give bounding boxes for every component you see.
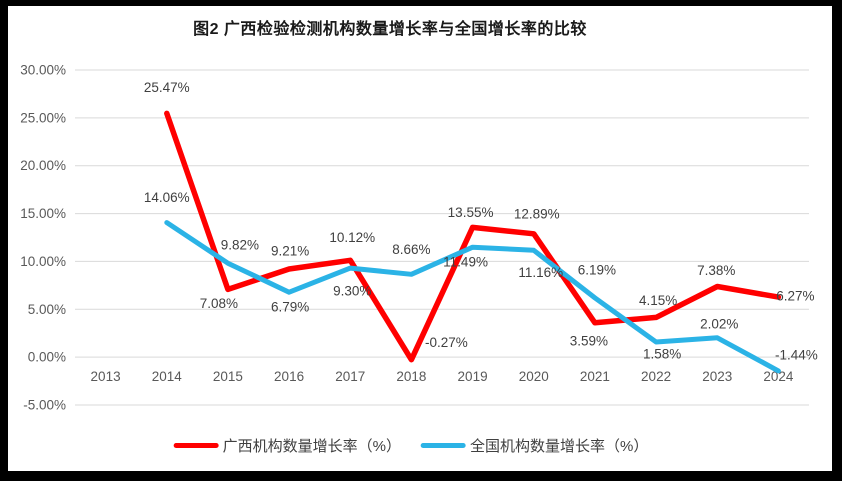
legend-line-swatch-national <box>421 443 466 448</box>
y-axis-tick-label: 25.00% <box>20 110 66 125</box>
data-label: 7.38% <box>697 263 735 278</box>
legend-label-guangxi: 广西机构数量增长率（%） <box>222 438 401 455</box>
data-label: 11.49% <box>443 255 488 270</box>
x-axis-tick-label: 2013 <box>91 369 121 384</box>
y-axis-tick-label: 30.00% <box>20 63 66 78</box>
data-label: -1.44% <box>775 347 818 362</box>
data-label: 13.55% <box>448 205 494 220</box>
x-axis-tick-label: 2020 <box>519 369 549 384</box>
data-label: 2.02% <box>700 316 738 331</box>
x-axis-tick-label: 2015 <box>213 369 243 384</box>
data-label: 9.82% <box>221 238 259 253</box>
data-label: 6.79% <box>271 300 309 315</box>
data-label: -0.27% <box>425 335 468 350</box>
x-axis-tick-label: 2018 <box>396 369 426 384</box>
x-axis-tick-label: 2016 <box>274 369 304 384</box>
y-axis-tick-label: 15.00% <box>20 206 66 221</box>
data-label: 6.27% <box>776 289 814 304</box>
data-label: 6.19% <box>578 262 616 277</box>
data-label: 9.21% <box>271 243 309 258</box>
data-label: 11.16% <box>518 265 563 280</box>
legend-item-guangxi: 广西机构数量增长率（%） <box>173 435 401 456</box>
data-label: 25.47% <box>144 80 190 95</box>
chart-title: 图2 广西检验检测机构数量增长率与全国增长率的比较 <box>193 21 587 38</box>
y-axis-tick-label: -5.00% <box>23 398 66 413</box>
data-label: 12.89% <box>514 206 560 221</box>
x-axis-tick-label: 2024 <box>763 369 794 384</box>
data-label: 4.15% <box>639 293 677 308</box>
data-label: 10.12% <box>329 230 375 245</box>
data-label: 3.59% <box>570 333 608 348</box>
legend: 广西机构数量增长率（%） 全国机构数量增长率（%） <box>173 435 648 456</box>
y-axis-tick-label: 10.00% <box>20 254 66 269</box>
x-axis-tick-label: 2022 <box>641 369 671 384</box>
y-axis-tick-label: 20.00% <box>20 158 66 173</box>
data-label: 9.30% <box>333 284 371 299</box>
chart-canvas: 图2 广西检验检测机构数量增长率与全国增长率的比较 30.00% 25.00% 20… <box>8 6 832 471</box>
data-label: 7.08% <box>200 296 238 311</box>
x-axis-tick-label: 2017 <box>335 369 365 384</box>
legend-item-national: 全国机构数量增长率（%） <box>421 435 648 456</box>
x-axis-tick-label: 2019 <box>458 369 488 384</box>
x-axis-tick-label: 2014 <box>152 369 183 384</box>
line-chart: 30.00% 25.00% 20.00% 15.00% 10.00% 5.00% 0.00%… <box>20 63 818 413</box>
series-line-national <box>164 220 781 374</box>
x-axis-tick-label: 2021 <box>580 369 610 384</box>
x-axis-tick-label: 2023 <box>702 369 732 384</box>
y-axis-tick-label: 5.00% <box>28 302 66 317</box>
series-line-guangxi <box>164 110 782 363</box>
legend-label-national: 全国机构数量增长率（%） <box>470 438 649 455</box>
legend-line-swatch-guangxi <box>173 443 219 448</box>
data-label: 1.58% <box>643 347 681 362</box>
data-label: 14.06% <box>144 190 190 205</box>
y-axis-tick-label: 0.00% <box>28 350 66 365</box>
data-label: 8.66% <box>392 242 430 257</box>
